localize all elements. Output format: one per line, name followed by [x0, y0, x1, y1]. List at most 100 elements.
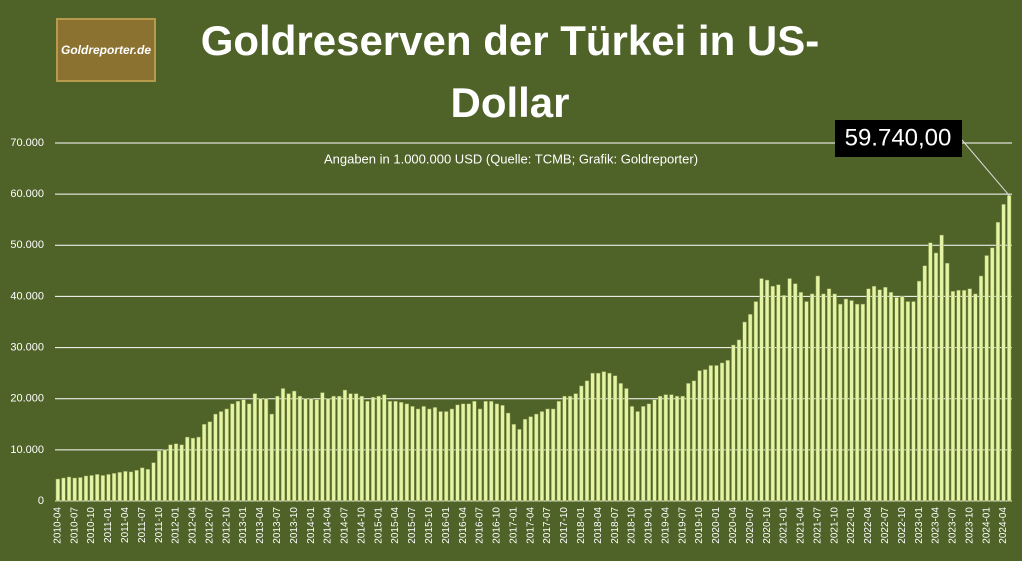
bar	[849, 300, 854, 502]
bar	[714, 365, 719, 502]
bar	[787, 278, 792, 502]
x-tick-label: 2012-07	[204, 507, 215, 544]
x-tick-label: 2021-04	[796, 507, 807, 544]
bar	[134, 470, 139, 502]
bar	[83, 475, 89, 502]
x-tick-label: 2015-04	[390, 507, 401, 544]
bar	[917, 280, 922, 502]
bar	[596, 372, 601, 502]
bar	[995, 222, 1001, 502]
y-tick-label: 30.000	[10, 341, 44, 353]
bar	[686, 383, 691, 502]
x-tick-label: 2010-04	[52, 507, 63, 544]
bar	[911, 301, 916, 502]
x-tick-label: 2020-10	[762, 507, 773, 544]
bar	[697, 370, 702, 502]
bar	[618, 383, 623, 502]
bar	[883, 286, 888, 502]
x-tick-label: 2020-01	[711, 507, 722, 544]
bar	[528, 416, 533, 502]
bar	[382, 394, 387, 502]
bar	[781, 295, 787, 502]
bar	[674, 395, 680, 502]
bar	[309, 398, 314, 502]
x-tick-label: 2011-01	[103, 507, 114, 543]
bar	[562, 395, 567, 502]
annotation: 59.740,00	[845, 124, 952, 151]
bar	[331, 395, 336, 502]
bar	[190, 437, 196, 502]
bar	[624, 388, 629, 502]
bar	[894, 297, 899, 502]
bar	[455, 404, 460, 502]
x-tick-label: 2020-07	[745, 507, 756, 544]
bar	[415, 408, 421, 502]
bar	[669, 394, 674, 502]
bar	[376, 395, 381, 502]
bar	[573, 393, 578, 502]
bar	[855, 303, 860, 502]
bar	[1007, 195, 1012, 502]
bar	[922, 265, 927, 502]
bar	[545, 408, 550, 502]
bar	[342, 389, 348, 502]
bar	[821, 293, 826, 502]
x-tick-label: 2019-04	[660, 507, 671, 544]
bar	[140, 467, 145, 502]
bar	[748, 314, 753, 502]
bar	[157, 450, 162, 502]
bar	[810, 293, 815, 502]
bar	[506, 412, 511, 502]
bar	[613, 375, 618, 502]
bar	[78, 477, 83, 502]
y-tick-label: 70.000	[10, 137, 44, 149]
bar	[804, 301, 809, 502]
x-tick-label: 2014-10	[356, 507, 367, 544]
bar	[601, 371, 606, 502]
bar	[511, 424, 516, 502]
x-tick-label: 2013-04	[255, 507, 266, 544]
bar	[365, 401, 370, 502]
x-tick-label: 2014-04	[323, 507, 334, 544]
bar	[945, 262, 950, 502]
x-tick-label: 2021-10	[829, 507, 840, 544]
bar	[719, 362, 725, 502]
bar	[556, 401, 561, 502]
bar	[258, 398, 263, 502]
bar	[708, 365, 713, 502]
bar	[449, 408, 454, 502]
x-tick-label: 2019-10	[694, 507, 705, 544]
x-tick-label: 2013-01	[238, 507, 249, 544]
bar	[984, 255, 989, 502]
bar	[286, 393, 291, 502]
bar	[224, 408, 229, 502]
bar	[860, 303, 865, 502]
bar	[933, 252, 939, 502]
bar	[247, 403, 252, 502]
x-tick-label: 2011-10	[154, 507, 165, 543]
y-tick-label: 40.000	[10, 290, 44, 302]
bar	[629, 406, 635, 502]
x-tick-label: 2022-04	[863, 507, 874, 544]
bar	[466, 403, 471, 502]
bar	[213, 413, 218, 502]
x-tick-label: 2023-01	[914, 507, 925, 544]
x-tick-label: 2018-01	[576, 507, 587, 544]
x-tick-label: 2012-04	[188, 507, 199, 544]
bar	[461, 403, 466, 502]
bar	[477, 408, 483, 502]
bar	[151, 462, 156, 502]
bar	[725, 360, 730, 502]
bar	[202, 424, 207, 502]
bar	[72, 477, 77, 502]
bar	[962, 290, 967, 502]
bar	[354, 393, 359, 502]
x-tick-label: 2017-01	[508, 507, 519, 544]
bar	[280, 388, 286, 502]
bar	[950, 291, 955, 502]
x-tick-label: 2015-10	[424, 507, 435, 544]
logo: Goldreporter.de	[56, 18, 156, 82]
bar	[815, 275, 820, 502]
x-tick-label: 2016-07	[475, 507, 486, 544]
bar	[269, 413, 274, 502]
